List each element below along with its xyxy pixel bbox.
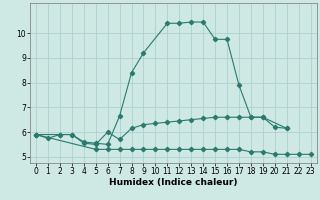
X-axis label: Humidex (Indice chaleur): Humidex (Indice chaleur) <box>109 178 237 187</box>
